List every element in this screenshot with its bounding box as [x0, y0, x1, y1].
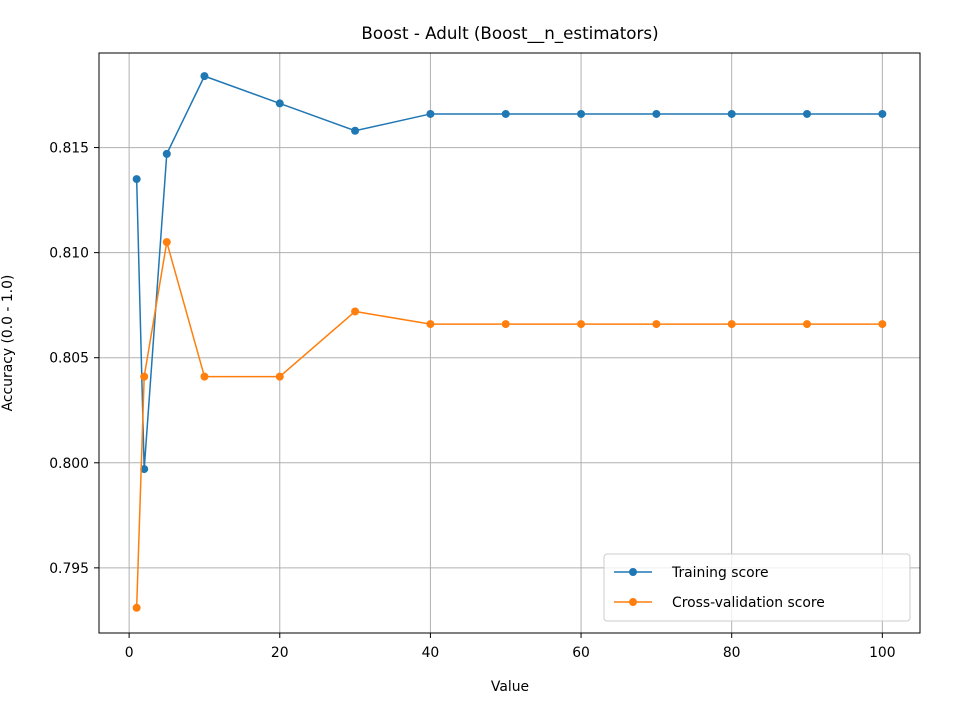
training-score-point — [577, 109, 586, 118]
legend: Training score Cross-validation score — [603, 553, 911, 622]
training-score-point — [803, 109, 812, 118]
x-tick-label: 80 — [723, 645, 741, 661]
chart-title: Boost - Adult (Boost__n_estimators) — [361, 23, 658, 44]
legend-training-score-label: Training score — [671, 565, 769, 581]
cross-validation-score-point — [162, 238, 171, 247]
training-score-point — [652, 109, 661, 118]
training-score-point — [351, 126, 360, 135]
training-score-point — [200, 72, 209, 81]
cross-validation-score-point — [803, 320, 812, 329]
training-score-point — [140, 465, 149, 474]
grid — [99, 53, 920, 633]
cross-validation-score-point — [200, 372, 209, 381]
training-score-point — [426, 109, 435, 118]
training-score-point — [275, 99, 284, 108]
series-group — [132, 72, 887, 612]
cross-validation-score-point — [351, 307, 360, 316]
cross-validation-score-point — [577, 320, 586, 329]
legend-cross-validation-score-marker — [629, 598, 637, 606]
legend-box — [603, 553, 911, 622]
y-tick-label: 0.795 — [49, 561, 89, 577]
training-score-point — [727, 109, 736, 118]
cross-validation-score-point — [132, 603, 141, 612]
y-tick-label: 0.810 — [49, 246, 89, 262]
training-score-point — [878, 109, 887, 118]
training-score-point — [162, 149, 171, 158]
cross-validation-score-point — [426, 320, 435, 329]
y-axis-label: Accuracy (0.0 - 1.0) — [0, 275, 16, 412]
cross-validation-score-point — [275, 372, 284, 381]
cross-validation-score-point — [652, 320, 661, 329]
y-tick-label: 0.800 — [49, 456, 89, 472]
x-tick-label: 0 — [125, 645, 134, 661]
y-tick-label: 0.815 — [49, 141, 89, 157]
cross-validation-score-point — [727, 320, 736, 329]
y-tick-label: 0.805 — [49, 351, 89, 367]
training-score-point — [132, 175, 141, 184]
x-tick-label: 100 — [869, 645, 896, 661]
training-score-point — [501, 109, 510, 118]
x-tick-label: 40 — [422, 645, 440, 661]
x-axis-label: Value — [491, 679, 529, 695]
legend-cross-validation-score-label: Cross-validation score — [672, 595, 825, 611]
x-tick-label: 60 — [572, 645, 590, 661]
x-tick-label: 20 — [271, 645, 289, 661]
cross-validation-score-point — [501, 320, 510, 329]
plot-frame — [98, 52, 921, 634]
cross-validation-score-point — [140, 372, 149, 381]
legend-training-score-marker — [629, 568, 637, 576]
axis-ticks: 0 20 40 60 80 100 0.795 0.800 0.805 0.810 0.815 — [49, 141, 895, 661]
cross-validation-score-point — [878, 320, 887, 329]
